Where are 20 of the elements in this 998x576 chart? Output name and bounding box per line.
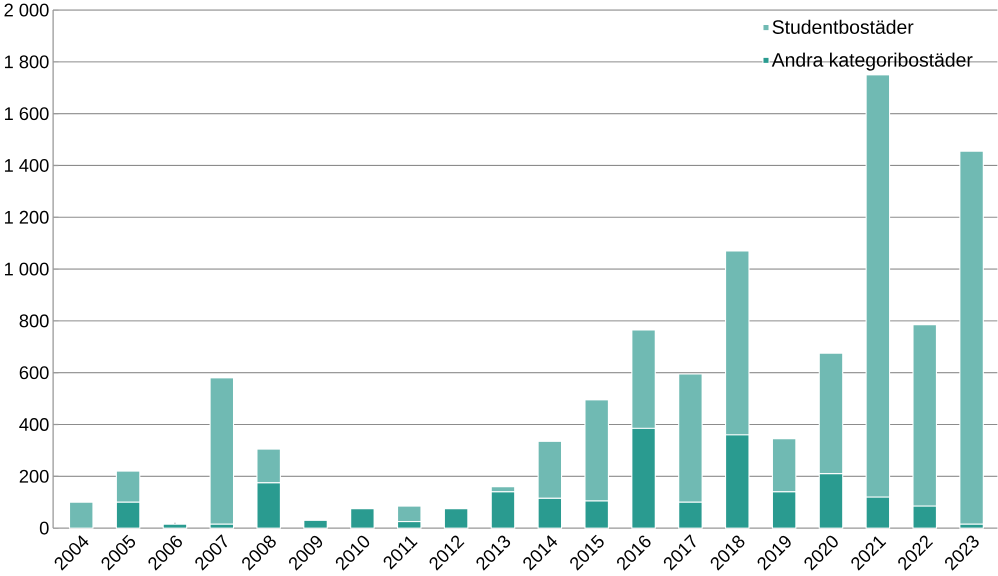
y-tick-label: 600 [20, 366, 49, 379]
bar [959, 150, 984, 525]
y-tick-label: 1 200 [4, 210, 49, 224]
y-tick-label: 1 400 [4, 158, 49, 172]
y-tick-label: 400 [19, 418, 49, 431]
legend-label: Studentbostäder [772, 20, 914, 34]
y-tick-label: 1 800 [4, 55, 49, 68]
y-tick-label: 800 [20, 314, 49, 328]
y-tick-label: 1 000 [4, 262, 49, 276]
bar [210, 377, 234, 525]
y-tick-label: 200 [20, 470, 49, 483]
bar [68, 501, 94, 528]
y-tick-label: 0 [40, 521, 49, 534]
bar [444, 508, 468, 528]
bar [162, 523, 188, 528]
bar [350, 508, 375, 528]
y-tick-label: 1 600 [4, 106, 49, 120]
y-tick-label: 2 000 [4, 3, 49, 16]
bar [303, 520, 328, 528]
legend-label: Andra kategoribostäder [772, 52, 972, 70]
